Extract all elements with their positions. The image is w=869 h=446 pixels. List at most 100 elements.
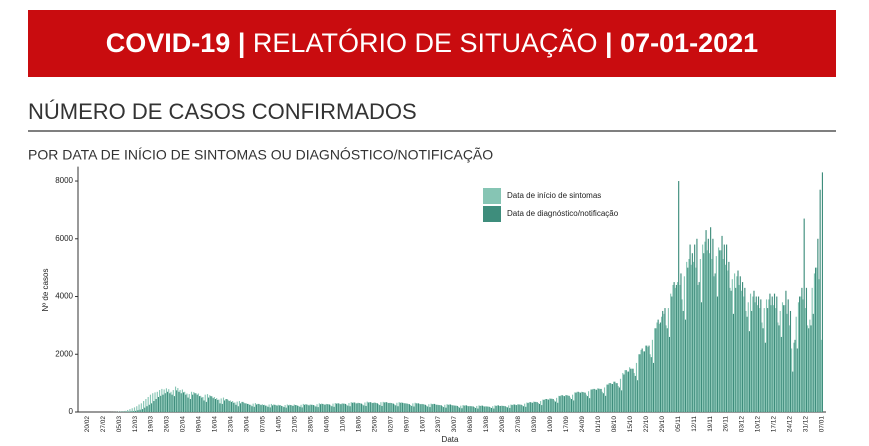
- bar: [687, 267, 689, 412]
- bar: [388, 403, 390, 412]
- bar: [307, 404, 309, 412]
- x-tick-label: 21/05: [291, 416, 298, 433]
- bar: [422, 404, 424, 412]
- bar: [371, 402, 373, 412]
- bar: [609, 383, 611, 412]
- bar: [780, 336, 782, 412]
- bar: [486, 406, 488, 412]
- bar: [576, 391, 578, 412]
- bar: [557, 402, 559, 412]
- bar: [479, 405, 481, 412]
- bar: [817, 238, 819, 412]
- bar: [452, 405, 454, 412]
- bar: [591, 389, 593, 412]
- bar: [334, 403, 336, 412]
- bar: [704, 241, 706, 412]
- bar: [437, 404, 439, 412]
- header-part: |: [605, 28, 613, 58]
- bar: [765, 299, 768, 412]
- bar: [710, 227, 712, 412]
- bar: [552, 399, 554, 412]
- bar: [318, 403, 320, 412]
- bar: [438, 405, 440, 412]
- bar: [613, 381, 615, 412]
- bar: [811, 287, 813, 412]
- bar: [667, 308, 669, 412]
- bar: [275, 405, 277, 412]
- bar: [156, 391, 158, 412]
- bar: [541, 405, 543, 412]
- bar: [649, 354, 651, 412]
- bar: [420, 404, 422, 412]
- bar: [493, 408, 495, 412]
- bar: [210, 396, 212, 412]
- bar: [512, 404, 514, 412]
- bar: [266, 405, 268, 412]
- bar: [608, 383, 610, 412]
- x-tick-label: 24/09: [579, 416, 586, 433]
- bar: [476, 405, 478, 412]
- bar: [394, 404, 396, 412]
- bar: [200, 395, 202, 412]
- bar: [799, 296, 801, 412]
- bar: [174, 386, 177, 412]
- bar: [682, 310, 684, 412]
- bar: [519, 404, 521, 412]
- bar: [459, 407, 461, 412]
- x-tick-label: 03/12: [739, 416, 746, 433]
- bar: [581, 391, 583, 412]
- bar: [562, 395, 565, 412]
- bar: [407, 403, 409, 412]
- x-tick-label: 07/01: [819, 416, 826, 433]
- bar: [461, 408, 463, 412]
- x-tick-label: 27/08: [515, 416, 522, 433]
- bar: [430, 403, 432, 412]
- bar: [252, 403, 254, 412]
- bar: [713, 276, 715, 412]
- bar: [316, 404, 318, 412]
- bar: [513, 404, 515, 412]
- header-banner: [28, 10, 836, 77]
- bar: [159, 390, 161, 412]
- bar: [560, 395, 562, 412]
- bar: [510, 404, 512, 412]
- bar: [127, 409, 129, 412]
- bar: [387, 402, 389, 412]
- bar: [558, 395, 560, 412]
- bar: [784, 305, 786, 412]
- bar: [311, 404, 314, 412]
- bar: [336, 403, 339, 412]
- bar: [550, 398, 552, 412]
- bar: [821, 172, 823, 412]
- bar: [314, 405, 316, 412]
- bar: [205, 401, 207, 412]
- bar: [599, 388, 601, 412]
- header-part: 07-01-2021: [620, 28, 758, 58]
- bar: [626, 371, 628, 412]
- bar: [767, 308, 769, 412]
- bar: [396, 402, 398, 412]
- bar: [467, 405, 469, 412]
- bar: [324, 404, 326, 412]
- bar: [220, 398, 222, 412]
- bar: [520, 404, 522, 412]
- bar: [605, 395, 607, 412]
- bar: [607, 384, 609, 412]
- bar: [194, 393, 196, 412]
- bar: [340, 404, 342, 412]
- bar: [186, 393, 188, 412]
- bar: [659, 322, 661, 412]
- bar: [448, 404, 450, 412]
- x-tick-label: 19/11: [707, 416, 714, 432]
- bar: [227, 399, 229, 412]
- bar: [528, 402, 530, 412]
- bar: [217, 399, 219, 412]
- bar: [182, 392, 185, 412]
- bar: [302, 403, 304, 412]
- bar: [444, 404, 446, 412]
- bar: [335, 403, 337, 412]
- bar: [779, 310, 781, 412]
- bar: [639, 354, 641, 412]
- bar: [145, 399, 147, 412]
